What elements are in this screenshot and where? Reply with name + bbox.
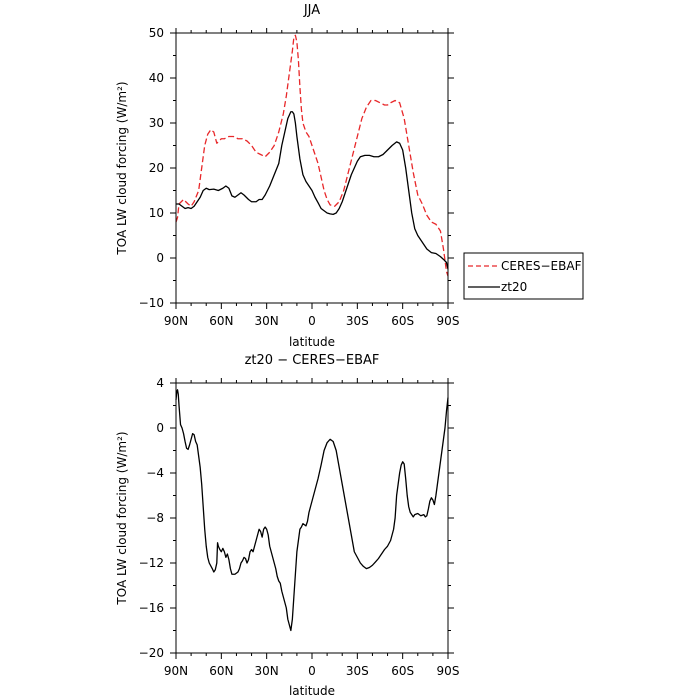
legend-label-zt20: zt20 (501, 280, 527, 294)
y-tick-label: 40 (149, 71, 164, 85)
y-tick-label: 10 (149, 206, 164, 220)
y-tick-label: −10 (139, 296, 164, 310)
x-tick-label: 60N (209, 314, 233, 328)
x-tick-label: 0 (308, 664, 316, 678)
y-tick-label: 4 (156, 376, 164, 390)
x-tick-label: 90N (164, 314, 188, 328)
x-tick-label: 60N (209, 664, 233, 678)
bottom-panel-title: zt20 − CERES−EBAF (245, 353, 380, 368)
top-panel: JJA 90N 60N 30N 0 30S 60S 90S −10 0 10 20 30 40 50 l… (115, 3, 459, 349)
y-tick-label: 50 (149, 26, 164, 40)
top-x-axis-label: latitude (289, 335, 335, 349)
x-tick-label: 30S (346, 664, 369, 678)
y-tick-label: −12 (139, 556, 164, 570)
x-tick-label: 30N (255, 314, 279, 328)
series-line-difference (175, 389, 449, 632)
x-tick-label: 30S (346, 314, 369, 328)
bottom-y-axis: −20 −16 −12 −8 −4 0 4 (139, 376, 454, 660)
top-x-axis: 90N 60N 30N 0 30S 60S 90S (164, 28, 460, 328)
top-plot-area (175, 34, 449, 277)
y-tick-label: 30 (149, 116, 164, 130)
top-y-axis-label: TOA LW cloud forcing (W/m²) (115, 81, 129, 255)
bottom-y-axis-label: TOA LW cloud forcing (W/m²) (115, 431, 129, 605)
y-tick-label: −8 (146, 511, 164, 525)
top-y-axis: −10 0 10 20 30 40 50 (139, 26, 454, 310)
y-tick-label: −20 (139, 646, 164, 660)
bottom-x-axis-label: latitude (289, 684, 335, 698)
x-tick-label: 60S (391, 314, 414, 328)
y-tick-label: −4 (146, 466, 164, 480)
legend-box (463, 252, 584, 300)
x-tick-label: 90S (437, 314, 460, 328)
x-tick-label: 0 (308, 314, 316, 328)
series-line-ceres-ebaf (175, 34, 449, 277)
bottom-plot-frame (175, 382, 449, 654)
bottom-x-axis: 90N 60N 30N 0 30S 60S 90S (164, 378, 460, 678)
x-tick-label: 90S (437, 664, 460, 678)
series-line-zt20 (176, 111, 449, 270)
y-tick-label: 20 (149, 161, 164, 175)
x-tick-label: 30N (255, 664, 279, 678)
y-tick-label: −16 (139, 601, 164, 615)
y-tick-label: 0 (156, 251, 164, 265)
bottom-plot-area (175, 389, 449, 632)
top-panel-title: JJA (303, 3, 320, 18)
x-tick-label: 90N (164, 664, 188, 678)
legend: CERES−EBAF zt20 (463, 252, 584, 300)
top-plot-frame (175, 32, 449, 304)
legend-label-ceres: CERES−EBAF (501, 259, 582, 273)
bottom-panel: zt20 − CERES−EBAF 90N 60N 30N 0 30S 60S 90S −2… (115, 353, 459, 698)
y-tick-label: 0 (156, 421, 164, 435)
x-tick-label: 60S (391, 664, 414, 678)
